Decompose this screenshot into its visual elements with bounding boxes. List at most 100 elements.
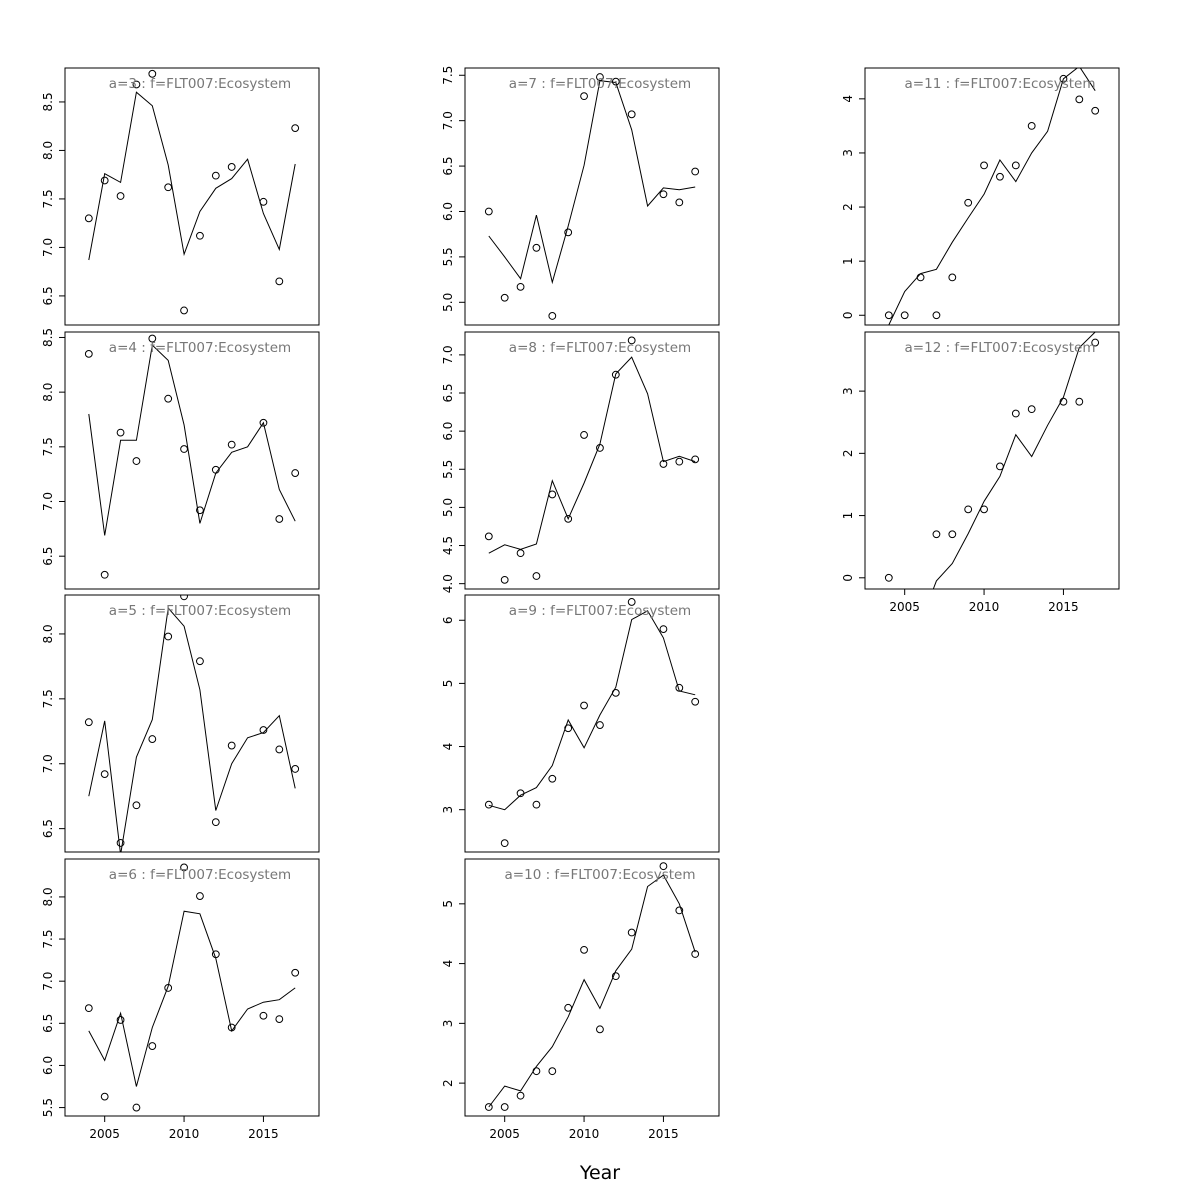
- observed-point: [1011, 161, 1020, 170]
- observed-point: [259, 1011, 268, 1020]
- observed-point: [196, 892, 204, 900]
- plot-frame: [464, 331, 720, 590]
- observed-point: [996, 172, 1004, 181]
- plot-frame: [464, 67, 720, 326]
- y-tick-label: 6.0: [41, 1056, 55, 1075]
- y-tick-label: 7.0: [41, 972, 55, 991]
- observed-point: [148, 1042, 157, 1050]
- fitted-line: [488, 356, 696, 554]
- panel-title: a=10 : f=FLT007:Ecosystem: [505, 867, 696, 883]
- observed-point: [596, 1025, 604, 1034]
- fitted-line: [488, 80, 696, 285]
- observed-point: [132, 801, 141, 810]
- observed-point: [132, 457, 141, 465]
- observed-point: [932, 311, 941, 320]
- x-tick-label: 2015: [1048, 600, 1079, 614]
- observed-point: [100, 770, 109, 779]
- x-tick-label: 2005: [89, 1127, 120, 1141]
- observed-point: [580, 431, 588, 439]
- panel-title: a=12 : f=FLT007:Ecosystem: [905, 340, 1096, 356]
- y-tick-label: 2: [841, 203, 855, 211]
- observed-point: [500, 839, 509, 848]
- observed-point: [564, 724, 573, 733]
- observed-point: [948, 530, 957, 539]
- panel-title: a=11 : f=FLT007:Ecosystem: [905, 76, 1096, 92]
- observed-point: [627, 110, 636, 119]
- observed-point: [259, 726, 268, 734]
- y-tick-label: 5.0: [441, 498, 455, 517]
- x-tick-label: 2015: [248, 1127, 279, 1141]
- y-tick-label: 7.0: [41, 754, 55, 773]
- observed-point: [627, 336, 636, 345]
- y-tick-label: 8.0: [41, 141, 55, 160]
- y-tick-label: 6.5: [41, 819, 55, 838]
- observed-point: [116, 192, 125, 200]
- observed-point: [691, 697, 700, 706]
- y-tick-label: 6.0: [441, 422, 455, 441]
- fitted-line: [88, 910, 296, 1087]
- observed-point: [548, 774, 557, 783]
- plot-frame: [64, 858, 320, 1117]
- y-tick-label: 7.0: [41, 492, 55, 511]
- observed-point: [180, 863, 188, 872]
- panel-a10: 2 3 4 5 2005 2010 2015 a=10 : f=FLT007:Ecosyste…: [441, 858, 720, 1141]
- plot-frame: [864, 67, 1120, 326]
- observed-point: [691, 167, 700, 176]
- panel-a5: 6.5 7.0 7.5 8.0 a=5 : f=FLT007:Ecosystem: [41, 594, 320, 853]
- y-tick-label: 7.0: [41, 238, 55, 257]
- observed-point: [564, 228, 573, 237]
- y-tick-label: 8.5: [41, 328, 55, 347]
- panel-a4: 6.5 7.0 7.5 8.0 8.5 a=4 : f=FLT007:Ecosystem: [41, 328, 320, 590]
- y-tick-label: 3: [841, 387, 855, 395]
- observed-point: [116, 1016, 125, 1024]
- fitted-line: [488, 874, 696, 1108]
- fitted-line: [88, 344, 296, 536]
- panel-title: a=6 : f=FLT007:Ecosystem: [109, 867, 291, 883]
- observed-point: [275, 277, 284, 286]
- plot-frame: [464, 858, 720, 1117]
- y-tick-label: 2: [841, 450, 855, 458]
- observed-point: [548, 312, 557, 320]
- y-tick-label: 5: [441, 680, 455, 688]
- observed-point: [275, 745, 284, 754]
- y-tick-label: 7.5: [41, 437, 55, 456]
- y-tick-label: 2: [441, 1079, 455, 1087]
- y-tick-label: 4.5: [441, 536, 455, 555]
- observed-point: [580, 92, 588, 101]
- y-tick-label: 5.5: [41, 1098, 55, 1117]
- observed-point: [1075, 95, 1084, 104]
- y-tick-label: 3: [441, 806, 455, 814]
- y-tick-label: 0: [841, 574, 855, 582]
- observed-point: [659, 625, 668, 633]
- observed-point: [227, 741, 236, 750]
- y-tick-label: 6.5: [441, 157, 455, 176]
- observed-point: [516, 282, 525, 291]
- observed-point: [1027, 405, 1036, 414]
- y-tick-label: 6.5: [41, 286, 55, 305]
- y-tick-label: 7.0: [441, 345, 455, 364]
- observed-point: [500, 293, 509, 302]
- y-tick-label: 8.0: [41, 624, 55, 643]
- observed-point: [164, 183, 173, 192]
- panel-title: a=7 : f=FLT007:Ecosystem: [509, 76, 691, 92]
- observed-point: [211, 818, 220, 827]
- y-tick-label: 7.5: [41, 689, 55, 708]
- y-tick-label: 3: [841, 149, 855, 157]
- observed-point: [611, 972, 620, 981]
- panel-a12: 0 1 2 3 2005 2010 2015 a=12 : f=FLT007:Ecosyste…: [841, 331, 1120, 614]
- observed-point: [211, 171, 220, 180]
- observed-point: [900, 311, 909, 320]
- plot-frame: [64, 67, 320, 326]
- observed-point: [548, 1067, 557, 1076]
- observed-point: [84, 349, 93, 358]
- fitted-line: [888, 68, 1096, 325]
- x-tick-label: 2010: [569, 1127, 600, 1141]
- observed-point: [484, 800, 493, 809]
- observed-point: [659, 862, 668, 871]
- observed-point: [180, 595, 188, 601]
- observed-point: [564, 514, 573, 523]
- observed-point: [164, 632, 173, 641]
- x-axis-label: Year: [579, 1162, 620, 1184]
- observed-point: [196, 231, 204, 240]
